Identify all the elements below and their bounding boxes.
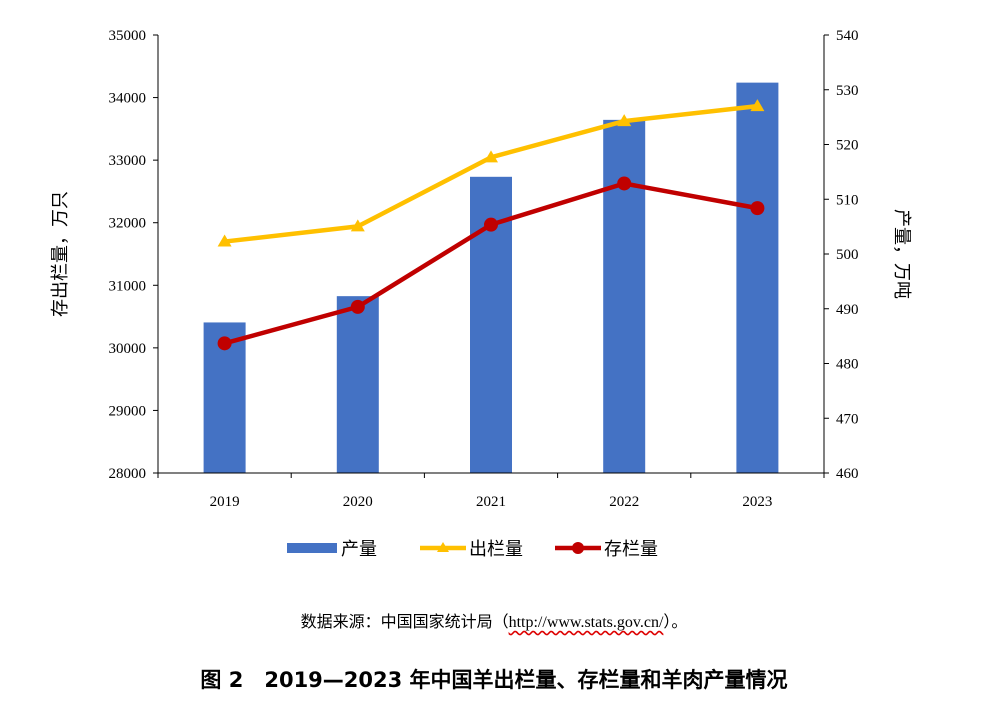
legend-marker xyxy=(572,542,584,554)
left-tick-label: 33000 xyxy=(109,153,147,169)
chart: 28000 29000 30000 31000 32000 33000 34000 35000… xyxy=(50,28,912,560)
right-tick-label: 540 xyxy=(836,28,859,44)
point-出栏量-2019 xyxy=(217,234,232,247)
right-tick-label: 530 xyxy=(836,83,859,99)
point-出栏量-2022 xyxy=(617,114,632,127)
legend-marker xyxy=(437,542,449,552)
legend-label-存栏量: 存栏量 xyxy=(604,539,658,560)
x-tick-label: 2023 xyxy=(742,494,772,510)
point-存栏量-2020 xyxy=(350,299,365,314)
right-tick-label: 490 xyxy=(836,302,859,318)
left-tick-label: 31000 xyxy=(109,278,147,294)
source-note: 数据来源：中国国家统计局（http://www.stats.gov.cn/）。 xyxy=(0,608,988,632)
right-tick-label: 460 xyxy=(836,466,859,482)
point-出栏量-2021 xyxy=(484,150,498,163)
legend-label-产量: 产量 xyxy=(341,539,377,560)
right-tick-label: 520 xyxy=(836,138,859,154)
right-tick-label: 470 xyxy=(836,411,859,427)
point-出栏量-2023 xyxy=(750,99,765,112)
left-axis-label: 存出栏量，万只 xyxy=(50,191,71,317)
x-tick-label: 2020 xyxy=(343,494,373,510)
left-tick-label: 35000 xyxy=(109,28,147,44)
right-tick-label: 480 xyxy=(836,357,859,373)
right-tick-label: 510 xyxy=(836,192,859,208)
x-tick-label: 2022 xyxy=(609,494,639,510)
point-出栏量-2020 xyxy=(350,219,365,232)
left-tick-label: 30000 xyxy=(109,341,147,357)
legend-label-出栏量: 出栏量 xyxy=(469,539,523,560)
source-prefix: 数据来源：中国国家统计局（ xyxy=(300,614,509,631)
right-tick-label: 500 xyxy=(836,247,859,263)
left-tick-label: 28000 xyxy=(109,466,147,482)
right-axis-label: 产量，万吨 xyxy=(891,209,912,299)
left-tick-label: 34000 xyxy=(109,91,147,107)
point-存栏量-2021 xyxy=(484,217,498,232)
bar-2020 xyxy=(336,296,379,473)
point-存栏量-2022 xyxy=(617,176,632,191)
bar-2023 xyxy=(736,82,779,473)
left-tick-label: 32000 xyxy=(109,216,147,232)
x-tick-label: 2019 xyxy=(210,494,240,510)
source-suffix: ）。 xyxy=(663,614,688,631)
source-link[interactable]: http://www.stats.gov.cn/ xyxy=(508,614,664,631)
figure-caption: 图 2 2019—2023 年中国羊出栏量、存栏量和羊肉产量情况 xyxy=(200,668,788,692)
point-存栏量-2019 xyxy=(217,336,232,351)
legend-swatch-产量 xyxy=(287,543,337,553)
point-存栏量-2023 xyxy=(750,201,765,216)
bar-2022 xyxy=(603,119,646,474)
x-tick-label: 2021 xyxy=(476,494,506,510)
left-tick-label: 29000 xyxy=(109,403,147,419)
